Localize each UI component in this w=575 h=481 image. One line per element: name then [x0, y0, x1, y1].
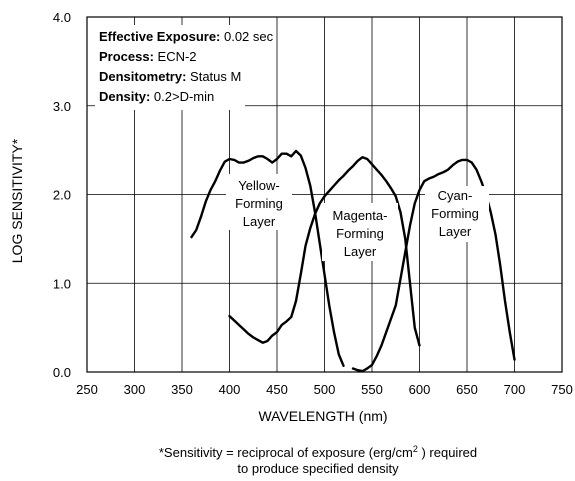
x-tick-label: 750 [551, 382, 573, 397]
x-axis-title: WAVELENGTH (nm) [258, 408, 387, 424]
y-tick-label: 2.0 [53, 188, 71, 203]
yellow-label-line-3: Layer [243, 214, 276, 229]
x-tick-label: 550 [361, 382, 383, 397]
annotation-text: Effective Exposure: 0.02 sec Process: EC… [99, 29, 274, 104]
cyan-label-line-3: Layer [439, 224, 472, 239]
x-tick-label: 500 [314, 382, 336, 397]
y-tick-label: 1.0 [53, 276, 71, 291]
y-tick-label: 0.0 [53, 365, 71, 380]
cyan-label-line-2: Forming [431, 206, 479, 221]
plot-frame [86, 16, 563, 373]
x-tick-label: 650 [456, 382, 478, 397]
y-axis-title: LOG SENSITIVITY* [9, 138, 25, 263]
yellow-label-line-1: Yellow- [238, 178, 279, 193]
yellow-layer-label: Yellow- Forming Layer [226, 174, 292, 230]
yellow-label-line-2: Forming [235, 196, 283, 211]
annotation-line-process: Process: ECN-2 [99, 49, 197, 64]
annotation-line-density: Density: 0.2>D-min [99, 89, 214, 104]
magenta-forming-curve [228, 156, 421, 347]
annotation-line-exposure: Effective Exposure: 0.02 sec [99, 29, 274, 44]
x-tick-label: 700 [504, 382, 526, 397]
x-tick-label: 400 [219, 382, 241, 397]
annotation-box [95, 25, 245, 110]
magenta-label-line-2: Forming [336, 226, 384, 241]
annotation-line-densitometry: Densitometry: Status M [99, 69, 241, 84]
magenta-label-line-1: Magenta- [333, 208, 388, 223]
yellow-forming-curve [190, 149, 345, 367]
magenta-layer-label: Magenta- Forming Layer [322, 203, 398, 261]
cyan-layer-label: Cyan- Forming Layer [425, 186, 489, 242]
y-tick-label: 4.0 [53, 10, 71, 25]
x-tick-labels: 250 300 350 400 450 500 550 600 650 700 750 [76, 382, 573, 397]
footnote-line-1: *Sensitivity = reciprocal of exposure (e… [159, 444, 477, 460]
x-tick-label: 600 [409, 382, 431, 397]
footnote-line-2: to produce specified density [237, 461, 399, 476]
y-tick-labels: 0.0 1.0 2.0 3.0 4.0 [53, 10, 71, 380]
x-tick-label: 300 [124, 382, 146, 397]
magenta-label-line-3: Layer [344, 244, 377, 259]
y-tick-label: 3.0 [53, 99, 71, 114]
x-tick-label: 350 [171, 382, 193, 397]
x-tick-label: 250 [76, 382, 98, 397]
cyan-label-line-1: Cyan- [438, 188, 473, 203]
x-tick-label: 450 [266, 382, 288, 397]
